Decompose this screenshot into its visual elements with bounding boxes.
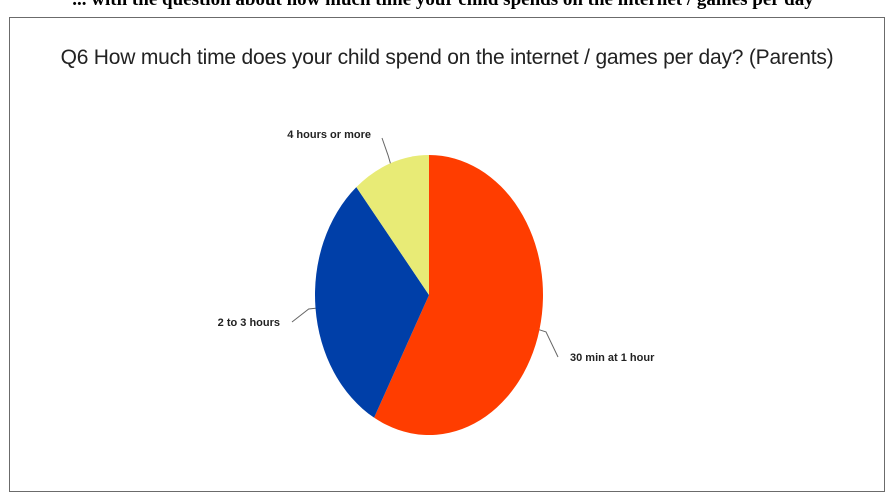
pie-slice-2	[315, 187, 429, 418]
figure-caption: ... with the question about how much tim…	[0, 0, 886, 13]
slice-label: 4 hours or more	[287, 129, 371, 141]
leader-line	[539, 329, 559, 358]
slice-label: 30 min at 1 hour	[570, 352, 655, 364]
pie-chart: 30 min at 1 hour 2 to 3 hours 4 hours or m…	[218, 129, 655, 435]
chart-title: Q6 How much time does your child spend o…	[60, 46, 834, 69]
slice-label: 2 to 3 hours	[218, 317, 280, 329]
chart-frame: Q6 How much time does your child spend o…	[9, 17, 885, 492]
leader-line	[381, 137, 391, 164]
pie-slice-1	[374, 155, 544, 435]
pie-slice-3	[356, 155, 429, 295]
pie-slices	[315, 155, 544, 435]
leader-line	[291, 307, 316, 323]
leader-lines	[291, 137, 559, 358]
slice-labels: 30 min at 1 hour 2 to 3 hours 4 hours or m…	[218, 129, 655, 364]
